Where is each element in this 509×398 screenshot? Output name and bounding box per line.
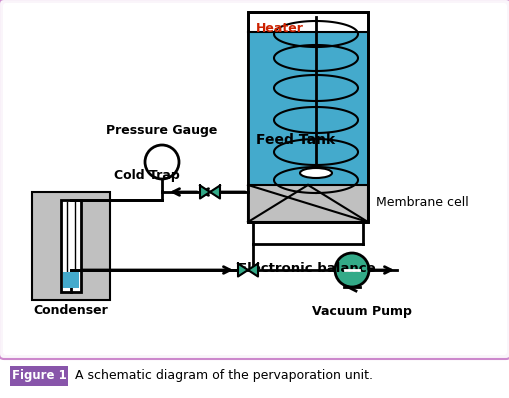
Polygon shape — [210, 185, 219, 199]
Bar — [61, 200, 81, 292]
Bar — [6, 362, 503, 392]
Bar — [247, 12, 367, 222]
Text: Figure 1: Figure 1 — [12, 369, 66, 382]
FancyBboxPatch shape — [0, 0, 509, 359]
Bar — [63, 272, 79, 288]
Circle shape — [145, 145, 179, 179]
Bar — [10, 366, 68, 386]
Bar — [247, 185, 367, 222]
Bar — [247, 12, 367, 222]
Polygon shape — [200, 185, 210, 199]
Text: Membrane cell: Membrane cell — [375, 197, 468, 209]
Bar — [248, 33, 366, 184]
Text: A schematic diagram of the pervaporation unit.: A schematic diagram of the pervaporation… — [75, 369, 372, 382]
Circle shape — [334, 253, 369, 287]
Bar — [32, 192, 110, 300]
Text: Heater: Heater — [256, 22, 303, 35]
Text: Condenser: Condenser — [34, 304, 108, 317]
Ellipse shape — [299, 168, 331, 178]
FancyBboxPatch shape — [3, 3, 506, 355]
Text: Electronic balance: Electronic balance — [238, 262, 375, 275]
Text: Feed Tank: Feed Tank — [256, 133, 334, 147]
Polygon shape — [247, 263, 258, 277]
Text: Vacuum Pump: Vacuum Pump — [312, 305, 411, 318]
Polygon shape — [238, 263, 247, 277]
Text: Pressure Gauge: Pressure Gauge — [106, 124, 217, 137]
Text: Cold Trap: Cold Trap — [114, 169, 179, 182]
